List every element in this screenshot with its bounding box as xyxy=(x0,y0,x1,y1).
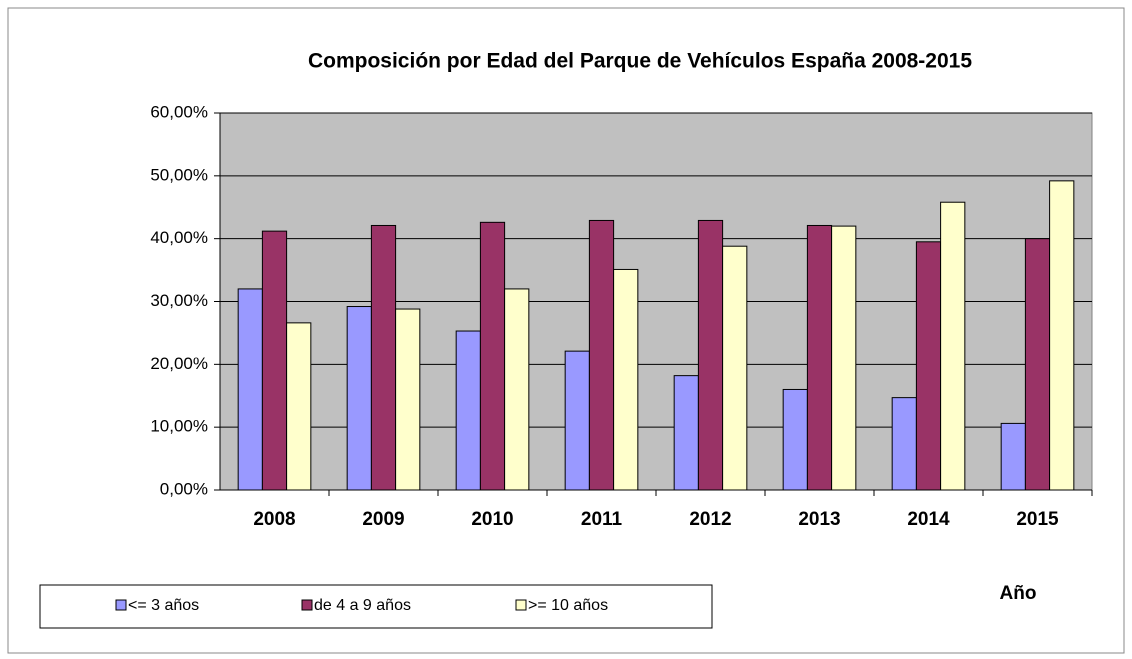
bar xyxy=(370,224,397,491)
y-tick-label: 40,00% xyxy=(150,228,208,247)
x-axis-label: Año xyxy=(1000,583,1037,604)
legend-swatch xyxy=(301,599,313,611)
y-tick-label: 30,00% xyxy=(150,291,208,310)
bar xyxy=(613,268,639,491)
x-tick-label: 2009 xyxy=(362,509,404,530)
x-tick-label: 2013 xyxy=(798,509,840,530)
bar xyxy=(831,225,857,491)
bar xyxy=(1024,238,1051,491)
legend-swatch xyxy=(515,599,527,611)
x-tick-label: 2010 xyxy=(471,509,513,530)
y-tick-label: 0,00% xyxy=(160,479,208,498)
bar xyxy=(346,306,372,491)
bar xyxy=(479,221,506,491)
bar xyxy=(697,219,724,491)
legend-label: de 4 a 9 años xyxy=(314,597,411,614)
bar xyxy=(455,330,481,491)
bar xyxy=(940,201,966,491)
bar xyxy=(504,288,530,491)
x-tick-label: 2012 xyxy=(689,509,731,530)
legend-label: >= 10 años xyxy=(528,597,608,614)
legend-label: <= 3 años xyxy=(128,597,199,614)
y-tick-label: 10,00% xyxy=(150,417,208,436)
bar xyxy=(891,397,917,491)
bar xyxy=(588,219,615,491)
x-tick-label: 2014 xyxy=(907,509,950,530)
legend-swatch xyxy=(115,599,127,611)
x-tick-label: 2008 xyxy=(253,509,295,530)
y-tick-label: 50,00% xyxy=(150,165,208,184)
chart-title: Composición por Edad del Parque de Vehíc… xyxy=(308,50,972,73)
bar xyxy=(673,375,699,491)
bar xyxy=(237,288,263,491)
bar xyxy=(806,224,833,491)
y-tick-label: 20,00% xyxy=(150,354,208,373)
y-tick-label: 60,00% xyxy=(150,102,208,121)
bar xyxy=(286,322,312,491)
bar xyxy=(395,308,421,491)
legend-box xyxy=(39,584,713,629)
x-tick-label: 2011 xyxy=(581,509,623,530)
bar xyxy=(915,241,942,491)
bar xyxy=(1000,422,1026,491)
bar xyxy=(1049,180,1075,491)
x-tick-label: 2015 xyxy=(1016,509,1059,530)
bar xyxy=(782,388,808,491)
bar xyxy=(261,230,288,491)
bar xyxy=(722,245,748,491)
bar xyxy=(564,350,590,491)
